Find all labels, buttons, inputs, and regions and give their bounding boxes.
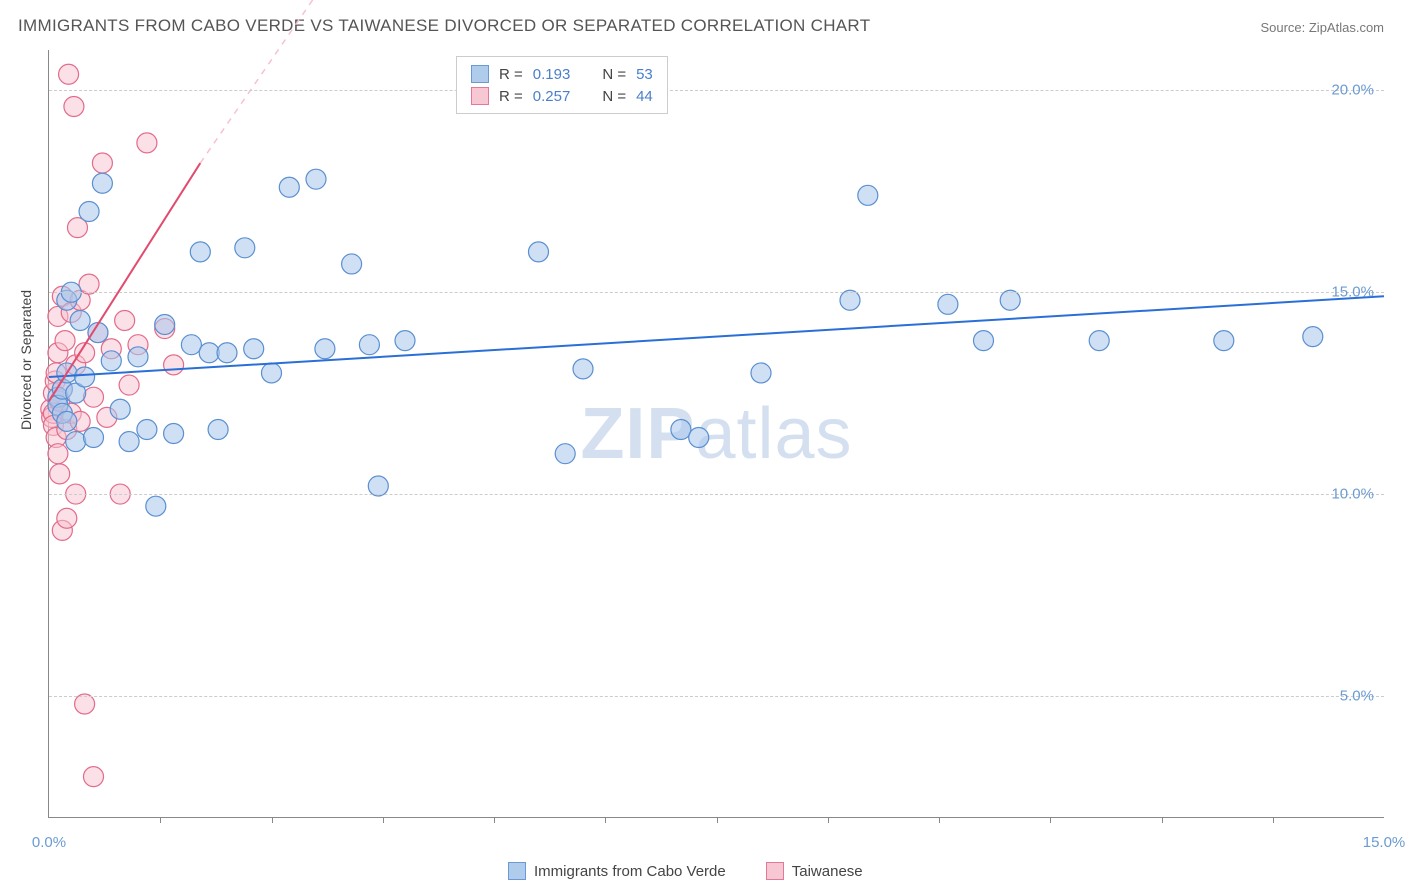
swatch-series-1 <box>471 87 489 105</box>
x-tick-label: 15.0% <box>1363 834 1406 851</box>
chart-svg <box>49 50 1384 817</box>
stats-row-1: R = 0.257 N = 44 <box>471 85 653 107</box>
chart-title: IMMIGRANTS FROM CABO VERDE VS TAIWANESE … <box>18 16 870 36</box>
legend-label-1: Taiwanese <box>792 863 863 880</box>
legend-label-0: Immigrants from Cabo Verde <box>534 863 726 880</box>
y-axis-label: Divorced or Separated <box>18 290 34 430</box>
r-label: R = <box>499 88 523 105</box>
plot-area: ZIPatlas 5.0%10.0%15.0%20.0%0.0%15.0% <box>48 50 1384 818</box>
n-value-0: 53 <box>636 66 653 83</box>
n-label: N = <box>602 66 626 83</box>
y-tick-label: 20.0% <box>1331 82 1374 99</box>
swatch-series-0 <box>508 862 526 880</box>
bottom-legend: Immigrants from Cabo Verde Taiwanese <box>508 862 863 880</box>
n-value-1: 44 <box>636 88 653 105</box>
stats-legend: R = 0.193 N = 53 R = 0.257 N = 44 <box>456 56 668 114</box>
legend-item-1: Taiwanese <box>766 862 863 880</box>
y-tick-label: 15.0% <box>1331 284 1374 301</box>
stats-row-0: R = 0.193 N = 53 <box>471 63 653 85</box>
r-label: R = <box>499 66 523 83</box>
y-tick-label: 5.0% <box>1340 687 1374 704</box>
r-value-0: 0.193 <box>533 66 571 83</box>
r-value-1: 0.257 <box>533 88 571 105</box>
swatch-series-0 <box>471 65 489 83</box>
chart-container: IMMIGRANTS FROM CABO VERDE VS TAIWANESE … <box>0 0 1406 892</box>
swatch-series-1 <box>766 862 784 880</box>
x-tick-label: 0.0% <box>32 834 66 851</box>
source-label: Source: ZipAtlas.com <box>1260 20 1384 35</box>
legend-item-0: Immigrants from Cabo Verde <box>508 862 726 880</box>
n-label: N = <box>602 88 626 105</box>
y-tick-label: 10.0% <box>1331 486 1374 503</box>
